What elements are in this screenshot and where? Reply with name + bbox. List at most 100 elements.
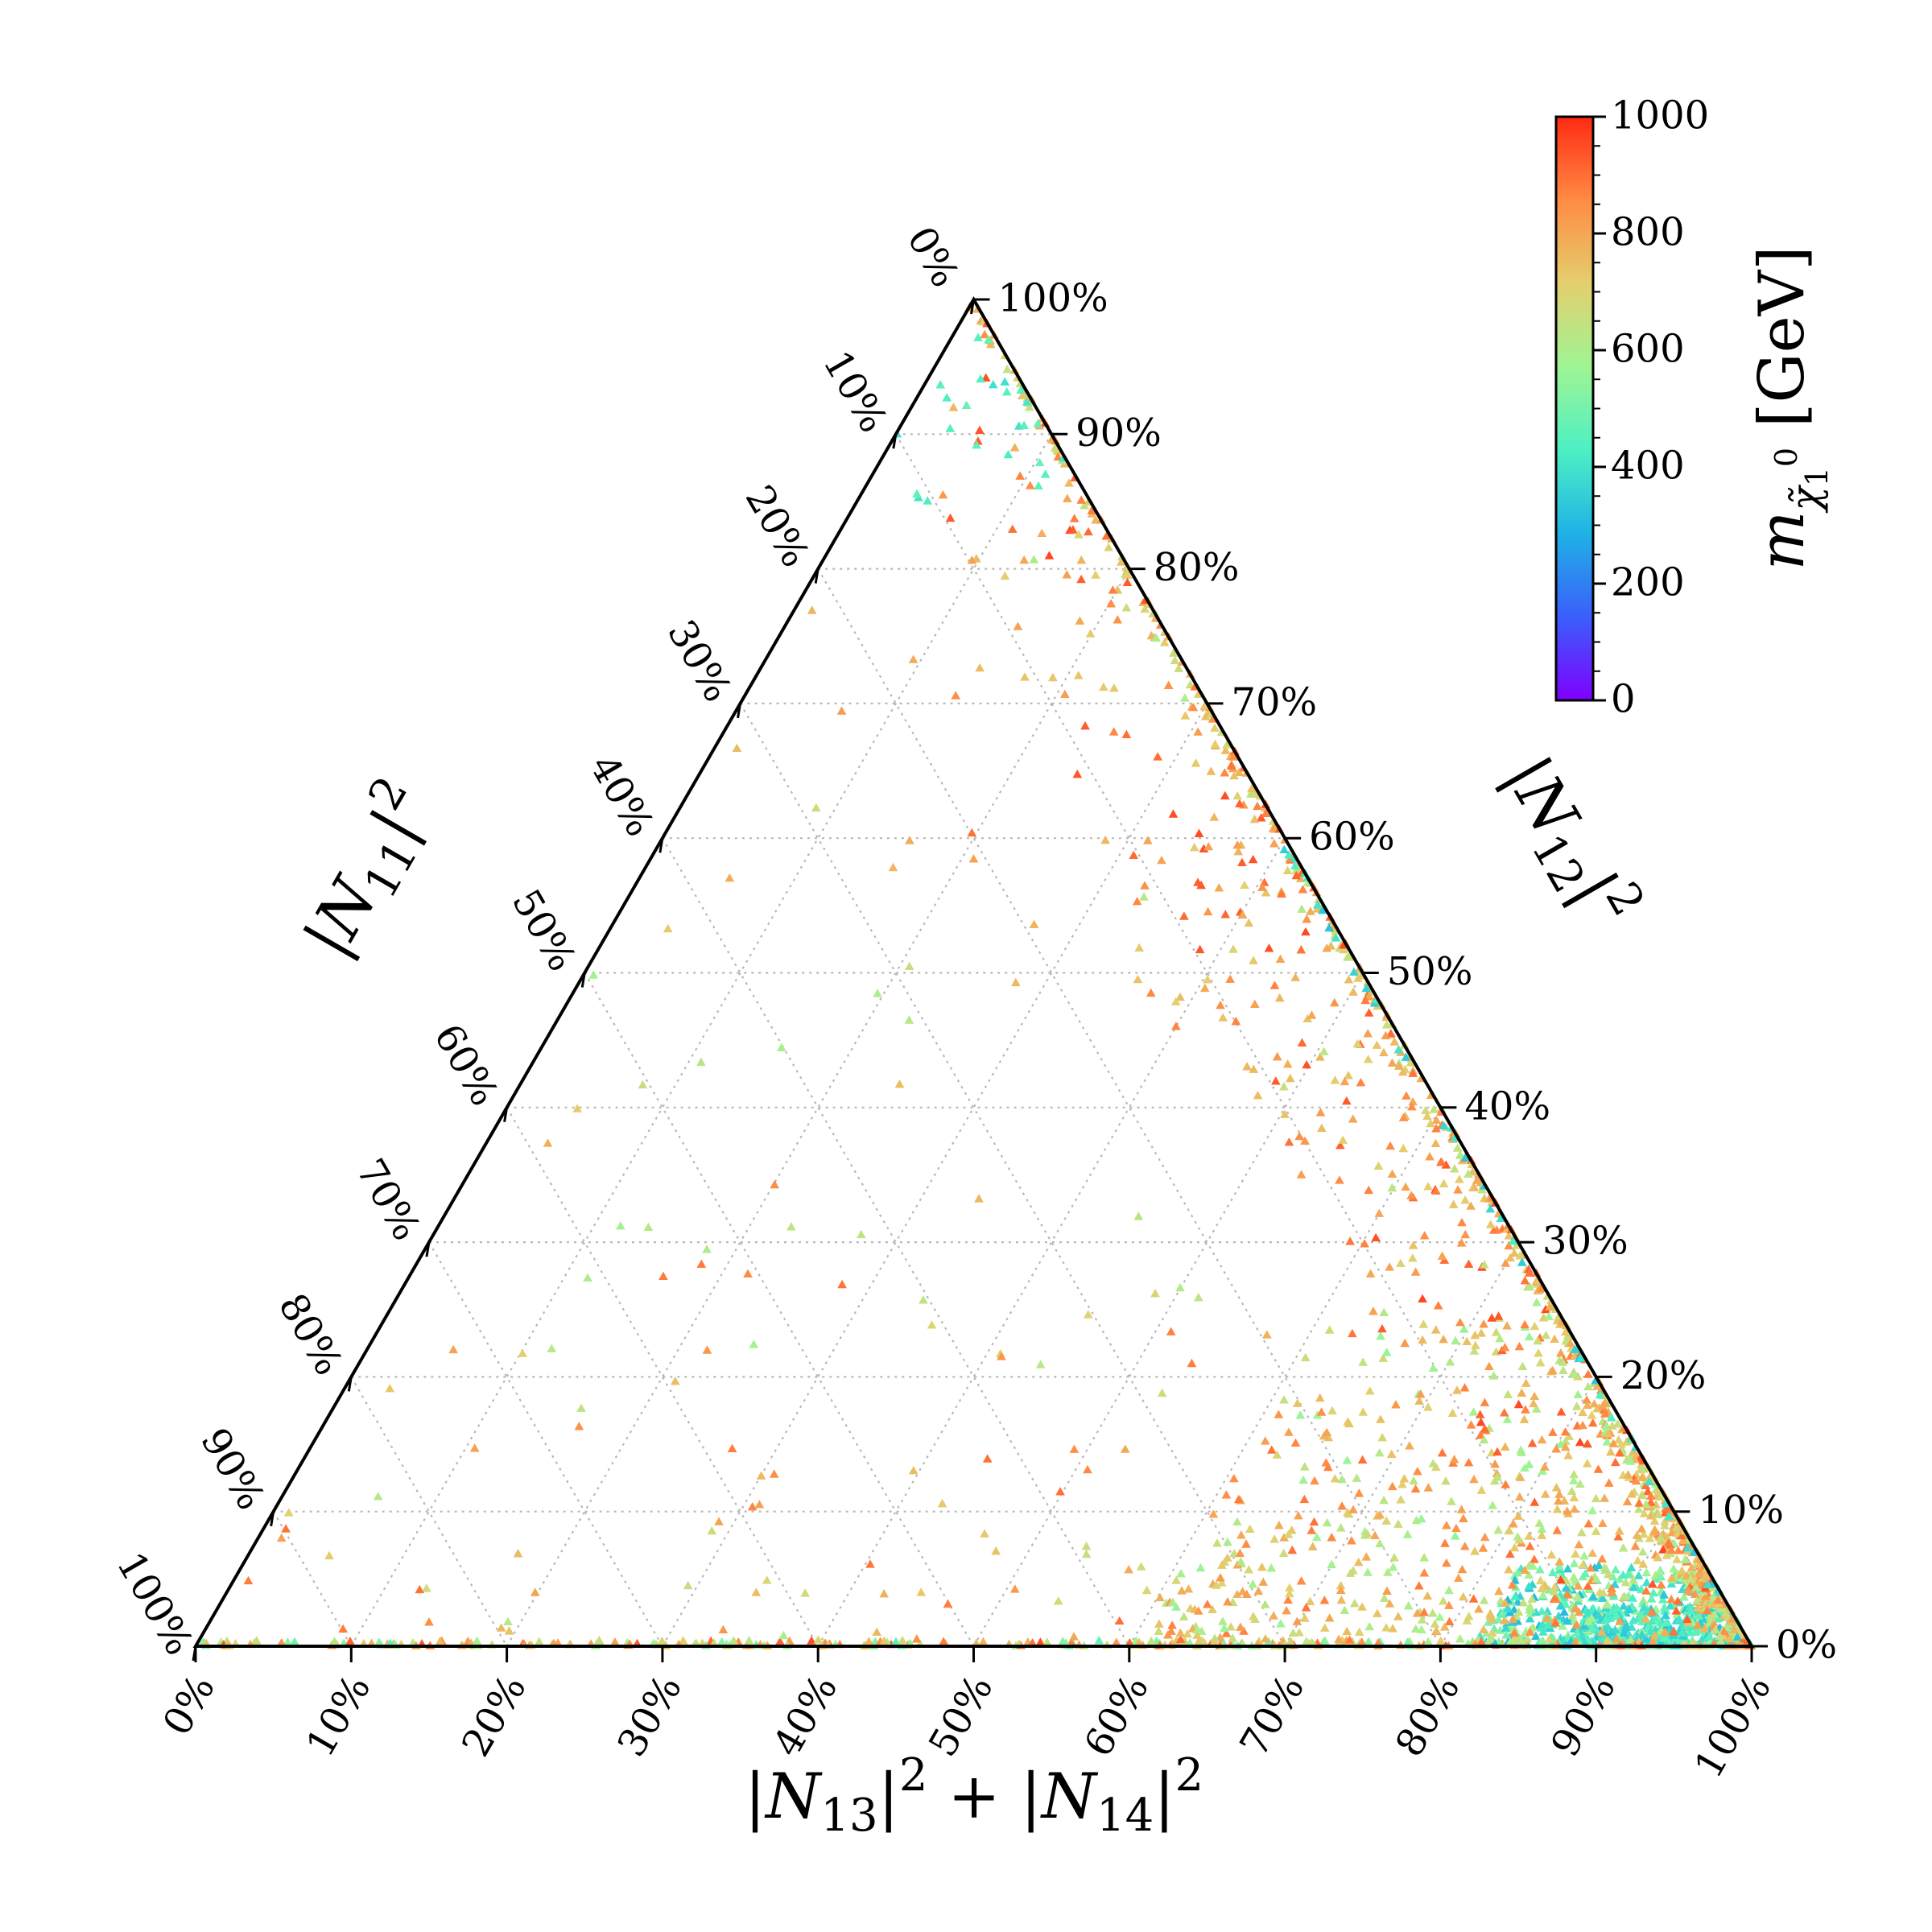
tick-label-bottom: 50%: [920, 1667, 1002, 1764]
data-point: [1616, 1439, 1626, 1448]
data-point: [974, 1194, 984, 1203]
tick-left: [270, 1511, 275, 1526]
data-point: [534, 1637, 544, 1645]
tick-label-right: 40%: [1464, 1084, 1550, 1129]
data-point: [1661, 1610, 1670, 1620]
data-point: [1520, 1565, 1530, 1575]
data-point: [1601, 1614, 1611, 1624]
data-point: [1282, 865, 1293, 875]
data-point: [1545, 1302, 1554, 1311]
grid-line: [1128, 1107, 1442, 1647]
data-point: [1645, 1626, 1656, 1636]
data-point: [1602, 1636, 1612, 1645]
data-point: [374, 1637, 384, 1646]
data-point: [982, 1454, 993, 1463]
data-point: [283, 1637, 293, 1646]
data-point: [1673, 1546, 1683, 1554]
data-point: [1301, 1603, 1311, 1612]
data-point: [1175, 992, 1185, 1001]
data-point: [1108, 585, 1118, 594]
data-point: [972, 440, 981, 449]
data-point: [663, 923, 673, 933]
data-point: [1595, 1389, 1605, 1399]
data-point: [1034, 481, 1043, 490]
data-point: [1576, 1352, 1587, 1362]
data-point: [583, 1273, 592, 1282]
data-point: [1132, 897, 1142, 906]
data-point: [1365, 1269, 1376, 1278]
data-point: [1236, 1530, 1246, 1539]
data-point: [1520, 1463, 1530, 1472]
data-point: [1429, 1104, 1439, 1113]
data-point: [1387, 1058, 1397, 1067]
data-point: [1001, 386, 1012, 396]
data-point: [1330, 1075, 1340, 1084]
data-point: [1302, 1059, 1312, 1069]
data-point: [1666, 1545, 1676, 1554]
data-point: [1527, 1594, 1537, 1603]
grid-line: [1439, 1376, 1597, 1647]
data-point: [1379, 1495, 1389, 1505]
data-point: [1210, 1636, 1220, 1645]
data-point: [1364, 991, 1374, 1000]
data-point: [1208, 1509, 1219, 1518]
data-point: [1648, 1579, 1657, 1588]
tick-left: [970, 299, 975, 315]
tick-label-left: 20%: [737, 478, 819, 575]
data-point: [1257, 882, 1267, 891]
tick-label-left: 60%: [425, 1017, 507, 1113]
data-point: [1412, 1608, 1422, 1617]
data-point: [1533, 1335, 1543, 1345]
data-point: [1354, 1488, 1364, 1497]
data-point: [1234, 767, 1245, 777]
data-point: [1605, 1447, 1616, 1456]
data-point: [670, 1376, 680, 1385]
tick-left: [580, 972, 586, 988]
data-point: [530, 1587, 540, 1596]
data-point: [1450, 1531, 1460, 1540]
data-point: [1525, 1601, 1535, 1611]
data-point: [1142, 836, 1153, 844]
data-point: [888, 862, 898, 872]
data-point: [503, 1616, 513, 1626]
data-point: [1644, 1476, 1654, 1486]
data-point: [1100, 835, 1110, 844]
data-point: [1335, 1580, 1346, 1590]
data-point: [1492, 1447, 1502, 1456]
data-point: [1463, 1259, 1474, 1268]
data-point: [1272, 1450, 1282, 1459]
data-point: [1715, 1636, 1726, 1645]
data-point: [1558, 1621, 1567, 1630]
data-point: [1666, 1528, 1677, 1537]
data-point: [1342, 1626, 1352, 1636]
data-point: [1569, 1476, 1579, 1484]
tick-label-left: 90%: [192, 1421, 274, 1517]
data-point: [1608, 1439, 1619, 1447]
data-point: [1661, 1499, 1671, 1508]
data-point: [1620, 1591, 1629, 1600]
data-point: [1206, 766, 1216, 775]
data-point: [385, 1383, 395, 1393]
data-point: [1501, 1623, 1511, 1633]
data-point: [1433, 1301, 1443, 1310]
grid-line: [817, 568, 1442, 1647]
data-point: [1682, 1542, 1693, 1552]
data-point: [702, 1245, 712, 1253]
data-point: [968, 854, 979, 863]
data-point: [1167, 1620, 1177, 1629]
data-point: [1387, 1169, 1397, 1178]
data-point: [1645, 1491, 1656, 1500]
data-point: [1232, 840, 1243, 849]
data-point: [1361, 1552, 1372, 1561]
data-point: [1228, 752, 1238, 761]
data-point: [1232, 791, 1243, 800]
data-point: [1654, 1571, 1665, 1580]
data-point: [1470, 1330, 1480, 1340]
data-point: [1427, 1608, 1438, 1617]
data-point: [373, 1492, 383, 1501]
data-point: [1403, 1600, 1414, 1610]
data-point: [1407, 1253, 1418, 1262]
data-point: [1058, 1637, 1068, 1645]
data-point: [1245, 789, 1256, 798]
data-point: [1521, 1378, 1531, 1387]
